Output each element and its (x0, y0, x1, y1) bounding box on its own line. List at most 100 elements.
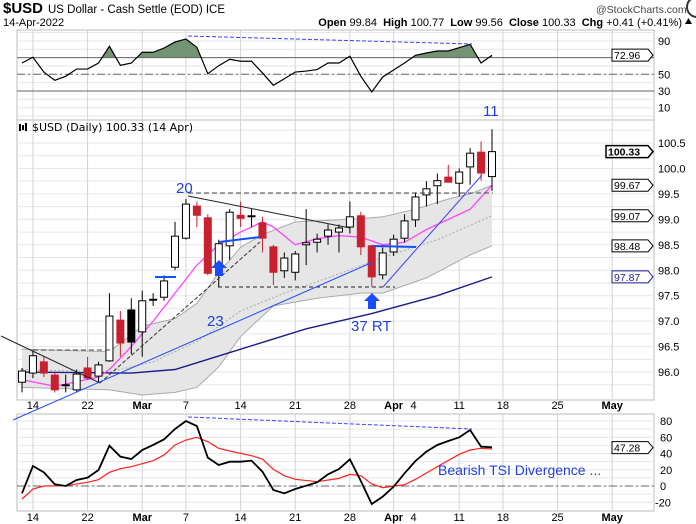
annotation-37rt: 37 RT (351, 318, 392, 335)
rsi-panel (17, 38, 654, 94)
x-tick-label: 28 (344, 512, 356, 524)
panel-frame (16, 413, 655, 512)
candle-body (466, 152, 475, 168)
candle (422, 181, 431, 207)
price-y-tick: 97.5 (658, 291, 679, 303)
moving-average-long (21, 276, 493, 374)
x-tick-label: 11 (453, 512, 464, 524)
candle-body (400, 220, 409, 239)
candle (116, 310, 125, 357)
candle (39, 356, 48, 378)
annotation-20: 20 (176, 180, 193, 197)
candle (61, 374, 70, 393)
candle-body (247, 215, 256, 218)
candle (433, 173, 442, 205)
candle-body (487, 151, 496, 178)
bb-middle-tag-box (611, 209, 654, 223)
price-y-tick: 98.5 (658, 240, 679, 252)
candle (127, 298, 136, 355)
bb-middle-tag: 99.07 (611, 209, 654, 223)
tsi-y-tick: 0 (660, 481, 666, 493)
candle-body (302, 242, 311, 246)
candle (466, 148, 475, 185)
x-tick-label: 14 (27, 400, 39, 412)
candle-body (138, 300, 147, 333)
high-value: 100.77 (411, 17, 445, 29)
tsi-divergence-line (187, 416, 473, 430)
instrument-name: US Dollar - Cash Settle (EOD) ICE (48, 4, 225, 16)
candle-body (455, 171, 464, 184)
x-tick-label: Mar (132, 512, 152, 524)
x-tick-label: May (602, 400, 624, 412)
x-tick-label: 21 (289, 400, 301, 412)
rsi-y-tick: 10 (658, 103, 670, 115)
trendline-down-mar (187, 195, 351, 229)
candle-body (313, 238, 322, 243)
trendlines (0, 35, 493, 430)
candle (455, 168, 464, 197)
candle (324, 224, 333, 245)
tsi-divergence-note: Bearish TSI Divergence ... (438, 462, 601, 478)
candle (192, 201, 201, 227)
bollinger-middle (21, 215, 493, 373)
price-y-tick: 100.0 (658, 163, 686, 175)
close-value: 100.33 (542, 17, 576, 29)
price-y-tick: 97.0 (658, 316, 679, 328)
candle (378, 247, 387, 280)
price-legend: $USD (Daily) 100.33 (14 Apr) (32, 121, 193, 134)
candle (477, 141, 486, 181)
candle-body (258, 222, 267, 239)
level-segment (372, 245, 417, 248)
x-tick-label: 4 (410, 512, 416, 524)
candle (247, 209, 256, 227)
rsi-line (21, 38, 493, 94)
candle (160, 275, 169, 301)
candle-body (269, 246, 278, 273)
candle (334, 224, 343, 253)
low-label: Low (450, 17, 472, 29)
candle-body (411, 196, 420, 221)
candle-body (422, 188, 431, 196)
x-tick-label: 22 (81, 400, 93, 412)
price-y-tick: 99.0 (658, 214, 679, 226)
candle (280, 252, 289, 278)
candle-body (83, 367, 92, 379)
tsi-value-tag-text: 47.28 (614, 443, 640, 455)
candle-body (105, 315, 114, 362)
tsi-signal-line (21, 436, 493, 500)
open-value: 99.84 (349, 17, 377, 29)
candle (94, 361, 103, 383)
bollinger-lower (21, 245, 493, 396)
tsi-line (21, 419, 493, 506)
candle (258, 216, 267, 253)
x-tick-label: 7 (183, 512, 189, 524)
annotation-23: 23 (207, 313, 224, 330)
axes: 14 14 22 22 Mar Mar 7 7 14 14 21 21 28 28 Apr Apr 4 4 11 11… (27, 36, 686, 524)
chg-label: Chg (582, 17, 603, 29)
x-tick-label: 21 (289, 512, 301, 524)
annotation-11: 11 (483, 103, 499, 120)
candle-body (127, 309, 136, 343)
moving-average-short (21, 184, 493, 387)
x-tick-label: 25 (551, 400, 563, 412)
x-tick-label: 14 (234, 400, 246, 412)
x-tick-label: 14 (27, 512, 39, 524)
rsi-divergence-line (187, 35, 473, 45)
trendline-up-apr (382, 174, 483, 288)
candle-legend-icon (19, 123, 27, 131)
candle (203, 214, 212, 276)
tsi-y-tick: -20 (655, 497, 671, 509)
price-y-tick: 99.5 (658, 189, 679, 201)
candle (83, 356, 92, 380)
trendline-dashed-up (99, 241, 261, 384)
candle-body (192, 205, 201, 216)
x-tick-label: 22 (81, 512, 93, 524)
close-price-tag-text: 100.33 (608, 147, 640, 159)
tsi-y-tick: 20 (660, 465, 672, 477)
bb-lower-tag-text: 98.48 (614, 241, 640, 253)
candle (356, 211, 365, 255)
chg-value: +0.41 (+0.41%) (606, 17, 682, 29)
candle (313, 233, 322, 253)
bb-upper-tag-text: 99.67 (614, 180, 640, 192)
candle-body (116, 319, 125, 344)
